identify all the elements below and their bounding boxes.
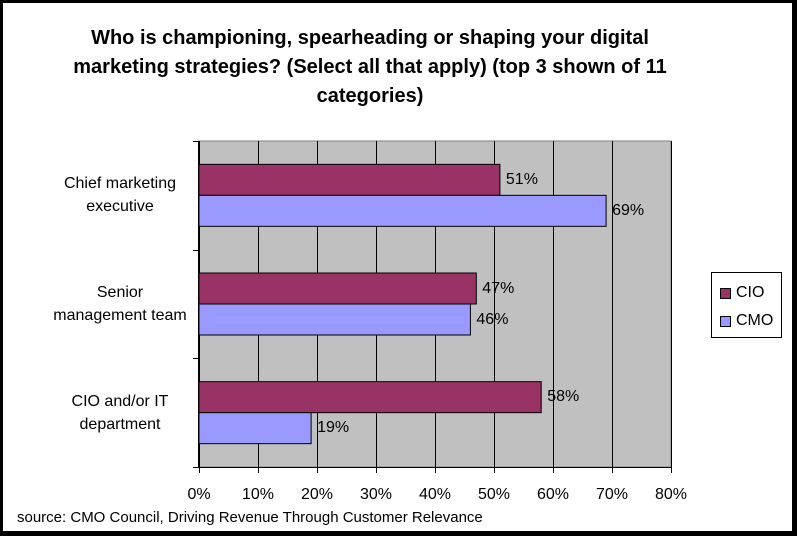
data-label: 69% — [612, 201, 645, 219]
bar-cmo — [198, 303, 471, 336]
x-tick-label: 80% — [654, 486, 688, 503]
legend: CIO CMO — [711, 272, 782, 338]
x-tick-label: 20% — [300, 486, 334, 503]
data-label: 58% — [547, 388, 580, 406]
category-label-line: Senior — [96, 284, 144, 301]
category-label-line: department — [79, 415, 161, 433]
category-label-line: Chief marketing — [63, 175, 177, 193]
legend-label-cio: CIO — [736, 284, 765, 301]
x-tick-label: 60% — [536, 486, 570, 503]
category-label-line: management team — [53, 307, 187, 324]
x-tick-label: 50% — [477, 486, 511, 503]
data-label: 46% — [476, 310, 509, 328]
data-label: 51% — [505, 170, 538, 188]
x-tick-label: 40% — [418, 486, 452, 503]
category-label: Chief marketing executive — [35, 172, 205, 218]
legend-label-cmo: CMO — [736, 312, 774, 329]
category-label-line: executive — [86, 198, 154, 216]
x-tick-label: 10% — [241, 486, 275, 503]
category-label: Senior management team — [35, 281, 205, 327]
data-label: 47% — [482, 279, 515, 297]
legend-swatch-cmo — [720, 316, 731, 327]
chart-title: Who is championing, spearheading or shap… — [73, 27, 667, 107]
bar-cmo — [198, 194, 607, 227]
data-label: 19% — [317, 419, 350, 437]
bar-cio — [198, 163, 501, 196]
category-label: CIO and/or IT department — [35, 390, 205, 436]
legend-swatch-cio — [720, 288, 731, 299]
category-label-line: CIO and/or IT — [71, 392, 169, 410]
bar-cmo — [198, 412, 312, 445]
source-note: source: CMO Council, Driving Revenue Thr… — [17, 509, 483, 526]
x-tick-label: 70% — [595, 486, 629, 503]
x-tick-label: 30% — [359, 486, 393, 503]
x-tick-label: 0% — [187, 486, 211, 503]
bar-cio — [198, 381, 542, 414]
bar-cio — [198, 272, 477, 305]
